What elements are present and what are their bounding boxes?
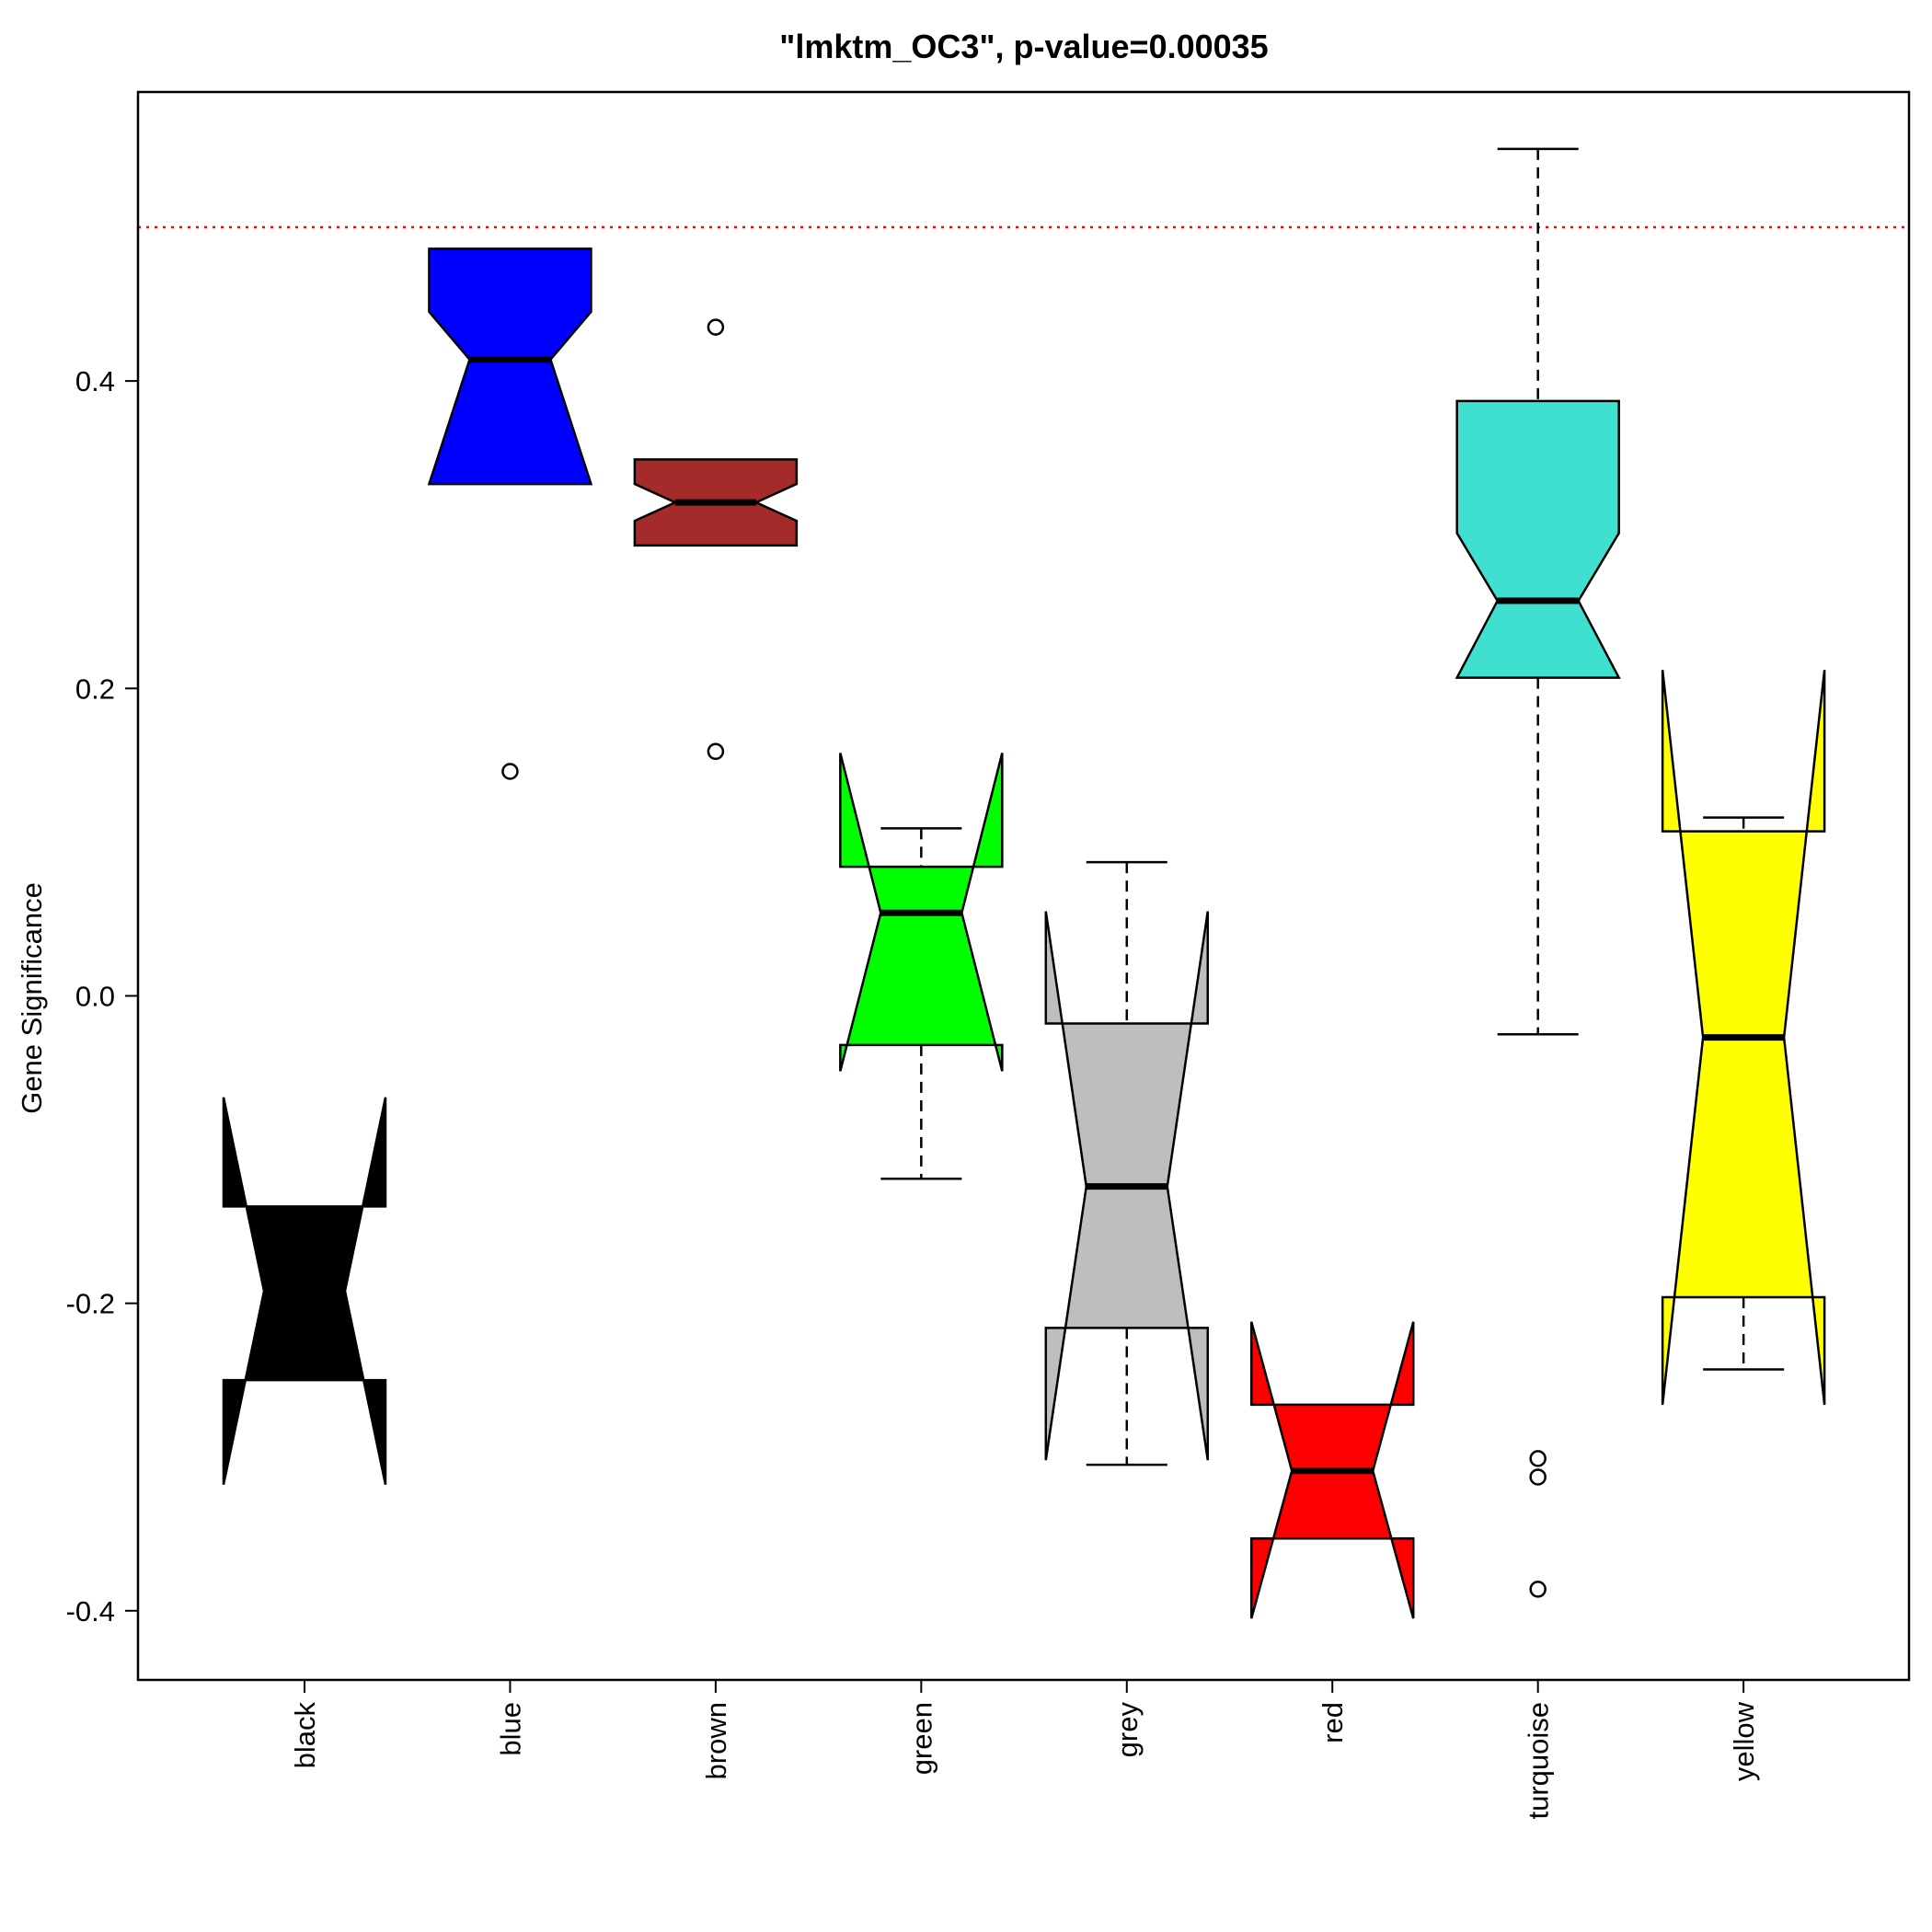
y-axis-label: Gene Significance bbox=[16, 882, 48, 1114]
outlier-point bbox=[707, 318, 725, 336]
box-body bbox=[427, 247, 593, 486]
x-tick-label: grey bbox=[1111, 1702, 1144, 1758]
outlier-point bbox=[1529, 1450, 1547, 1467]
outlier-point bbox=[707, 742, 725, 761]
box-green bbox=[839, 753, 1004, 1180]
box-brown bbox=[633, 318, 799, 761]
box-black bbox=[222, 1097, 387, 1486]
box-red bbox=[1249, 1321, 1415, 1619]
y-tick-label: -0.4 bbox=[66, 1595, 115, 1627]
x-tick-label: blue bbox=[494, 1702, 526, 1756]
plot-layer: -0.4 -0.2 0.0 0.2 0.4 black blue brown green grey… bbox=[66, 147, 1909, 1820]
box-body bbox=[1455, 399, 1621, 679]
y-tick-label: 0.0 bbox=[75, 980, 115, 1012]
x-tick-label: yellow bbox=[1728, 1701, 1760, 1781]
box-grey bbox=[1044, 860, 1210, 1466]
box-yellow bbox=[1661, 670, 1826, 1406]
x-tick-label: green bbox=[905, 1702, 937, 1775]
x-tick-label: black bbox=[289, 1702, 321, 1769]
x-tick-label: red bbox=[1317, 1702, 1349, 1743]
x-tick-label: brown bbox=[700, 1702, 732, 1779]
y-tick-label: 0.4 bbox=[75, 365, 115, 397]
x-tick-label: turquoise bbox=[1523, 1702, 1555, 1820]
outlier-point bbox=[501, 763, 519, 780]
plot-frame bbox=[136, 90, 1911, 1682]
y-tick-label: -0.2 bbox=[66, 1288, 115, 1320]
outlier-point bbox=[1529, 1468, 1547, 1486]
chart-title: "lmktm_OC3", p-value=0.00035 bbox=[779, 28, 1268, 65]
y-tick-label: 0.2 bbox=[75, 673, 115, 705]
outlier-point bbox=[1529, 1581, 1547, 1598]
box-turquoise bbox=[1455, 147, 1621, 1598]
box-blue bbox=[427, 247, 593, 780]
